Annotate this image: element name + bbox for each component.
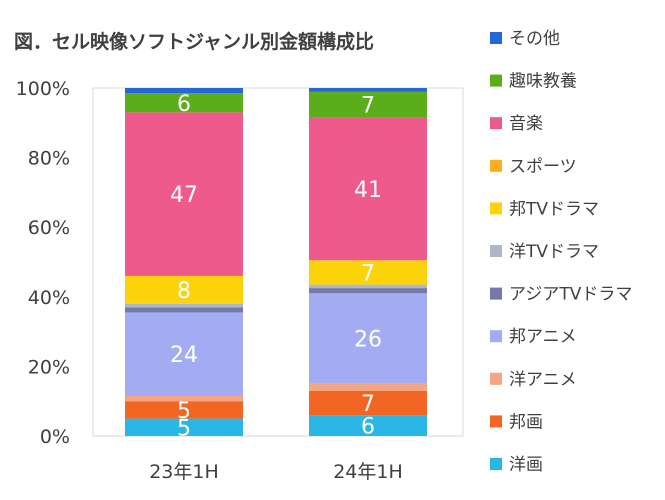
bar-segment	[309, 293, 427, 384]
legend-swatch	[490, 458, 502, 470]
plot-frame	[92, 87, 464, 437]
legend-swatch	[490, 287, 502, 300]
legend-label: 洋画	[509, 455, 543, 475]
data-label: 7	[361, 392, 375, 417]
bar-segment	[309, 288, 427, 294]
legend-label: 音楽	[509, 114, 543, 134]
legend-item: その他	[490, 29, 560, 49]
data-label: 7	[361, 261, 375, 286]
data-label: 24	[170, 343, 198, 368]
bar-segment	[125, 275, 243, 304]
chart-title: 図．セル映像ソフトジャンル別金額構成比	[14, 30, 374, 53]
bar-segment	[125, 93, 243, 113]
legend-item: 音楽	[490, 114, 543, 134]
bar-segment	[125, 312, 243, 396]
legend-item: アジアTVドラマ	[490, 285, 632, 305]
data-label: 6	[361, 415, 375, 440]
legend-swatch	[490, 245, 502, 257]
legend-swatch	[490, 202, 502, 215]
legend-swatch	[490, 372, 502, 385]
legend-label: 邦アニメ	[509, 327, 577, 347]
data-label: 5	[177, 416, 191, 441]
bar-segment	[309, 383, 427, 391]
legend-swatch	[490, 159, 502, 172]
y-tick-label: 60%	[28, 217, 70, 239]
y-tick-label: 100%	[16, 78, 70, 100]
legend-label: 洋アニメ	[509, 370, 577, 390]
legend-label: 洋TVドラマ	[509, 242, 599, 262]
legend-label: その他	[509, 29, 560, 49]
y-tick-label: 0%	[40, 426, 70, 448]
data-label: 41	[354, 178, 382, 203]
bar-segment	[125, 401, 243, 419]
legend-item: スポーツ	[490, 157, 577, 177]
data-label: 5	[177, 399, 191, 424]
legend-swatch	[490, 117, 502, 130]
legend-swatch	[490, 330, 502, 343]
legend-item: 邦アニメ	[490, 327, 577, 347]
bar-segment	[309, 117, 427, 261]
legend-label: 邦画	[509, 412, 543, 432]
y-axis-ticks: 0% 20% 40% 60% 80% 100%	[16, 78, 70, 448]
legend-swatch	[490, 74, 502, 87]
legend: その他趣味教養音楽スポーツ邦TVドラマ洋TVドラマアジアTVドラマ邦アニメ洋アニ…	[490, 29, 632, 475]
bar-segment	[125, 303, 243, 308]
bar-segment	[309, 88, 427, 92]
data-label: 47	[170, 183, 198, 208]
y-tick-label: 40%	[28, 287, 70, 309]
legend-item: 邦TVドラマ	[490, 199, 599, 219]
y-tick-label: 20%	[28, 356, 70, 378]
legend-item: 洋TVドラマ	[490, 242, 599, 262]
data-label: 6	[177, 92, 191, 117]
bar-segment	[125, 418, 243, 436]
x-tick-label: 24年1H	[333, 461, 403, 483]
y-tick-label: 80%	[28, 148, 70, 170]
bar-segment	[125, 395, 243, 402]
bar-segment	[125, 307, 243, 313]
data-label: 7	[361, 94, 375, 119]
bar-segment	[125, 112, 243, 276]
legend-item: 邦画	[490, 412, 543, 432]
legend-swatch	[490, 32, 502, 44]
bar-segment	[309, 284, 427, 289]
legend-label: アジアTVドラマ	[509, 285, 632, 305]
legend-item: 洋画	[490, 455, 543, 475]
x-tick-label: 23年1H	[149, 461, 219, 483]
bar-segment	[309, 91, 427, 118]
bar-segment	[309, 390, 427, 416]
legend-swatch	[490, 415, 502, 428]
legend-label: スポーツ	[509, 157, 577, 177]
data-label: 8	[177, 279, 191, 304]
legend-item: 趣味教養	[490, 72, 577, 92]
bar-segment	[309, 415, 427, 436]
bar-segment	[309, 260, 427, 285]
legend-label: 趣味教養	[509, 72, 577, 92]
legend-label: 邦TVドラマ	[509, 199, 599, 219]
bar-segment	[125, 88, 243, 94]
data-label: 26	[354, 328, 382, 353]
x-axis-ticks: 23年1H 24年1H	[149, 461, 403, 483]
legend-item: 洋アニメ	[490, 370, 577, 390]
